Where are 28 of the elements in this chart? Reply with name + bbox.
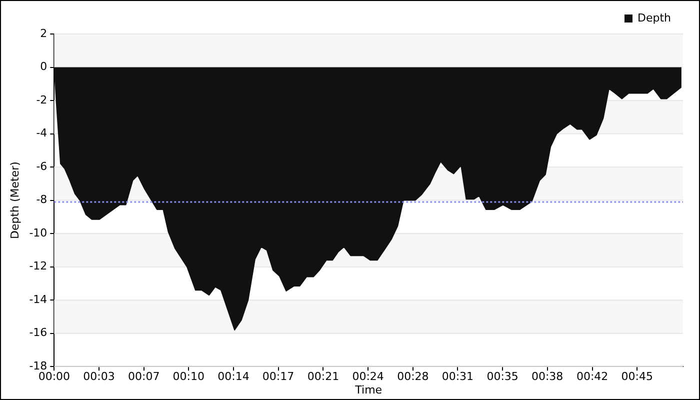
y-tick-label: -16 — [29, 326, 48, 340]
y-tick-label: -12 — [29, 260, 48, 273]
x-tick-label: 00:24 — [352, 370, 384, 384]
x-tick-label: 00:14 — [218, 370, 250, 384]
y-tick-label: -4 — [36, 126, 48, 140]
x-tick-label: 00:00 — [38, 370, 70, 384]
y-tick-label: 0 — [40, 60, 48, 74]
y-tick-label: 2 — [40, 26, 48, 40]
x-tick-label: 00:07 — [128, 370, 160, 384]
x-tick-label: 00:38 — [531, 370, 564, 384]
x-axis-title: Time — [354, 383, 382, 396]
y-axis-title: Depth (Meter) — [8, 162, 22, 240]
y-tick-label: -10 — [29, 226, 48, 240]
x-tick-label: 00:21 — [307, 370, 340, 384]
y-tick-label: -8 — [36, 193, 48, 206]
legend-label: Depth — [637, 11, 672, 24]
y-tick-label: -14 — [29, 292, 48, 306]
x-tick-label: 00:45 — [621, 370, 653, 384]
x-tick-label: 00:42 — [576, 370, 608, 384]
y-tick-label: -2 — [36, 93, 48, 106]
x-tick-label: 00:31 — [442, 370, 474, 384]
x-tick-label: 00:28 — [397, 370, 429, 384]
x-tick-label: 00:35 — [486, 370, 518, 384]
y-tick-label: -18 — [29, 359, 48, 372]
x-tick-label: 00:17 — [262, 370, 294, 384]
x-tick-label: 00:10 — [172, 370, 204, 384]
y-tick-label: -6 — [36, 160, 48, 173]
x-tick-label: 00:03 — [83, 370, 115, 384]
